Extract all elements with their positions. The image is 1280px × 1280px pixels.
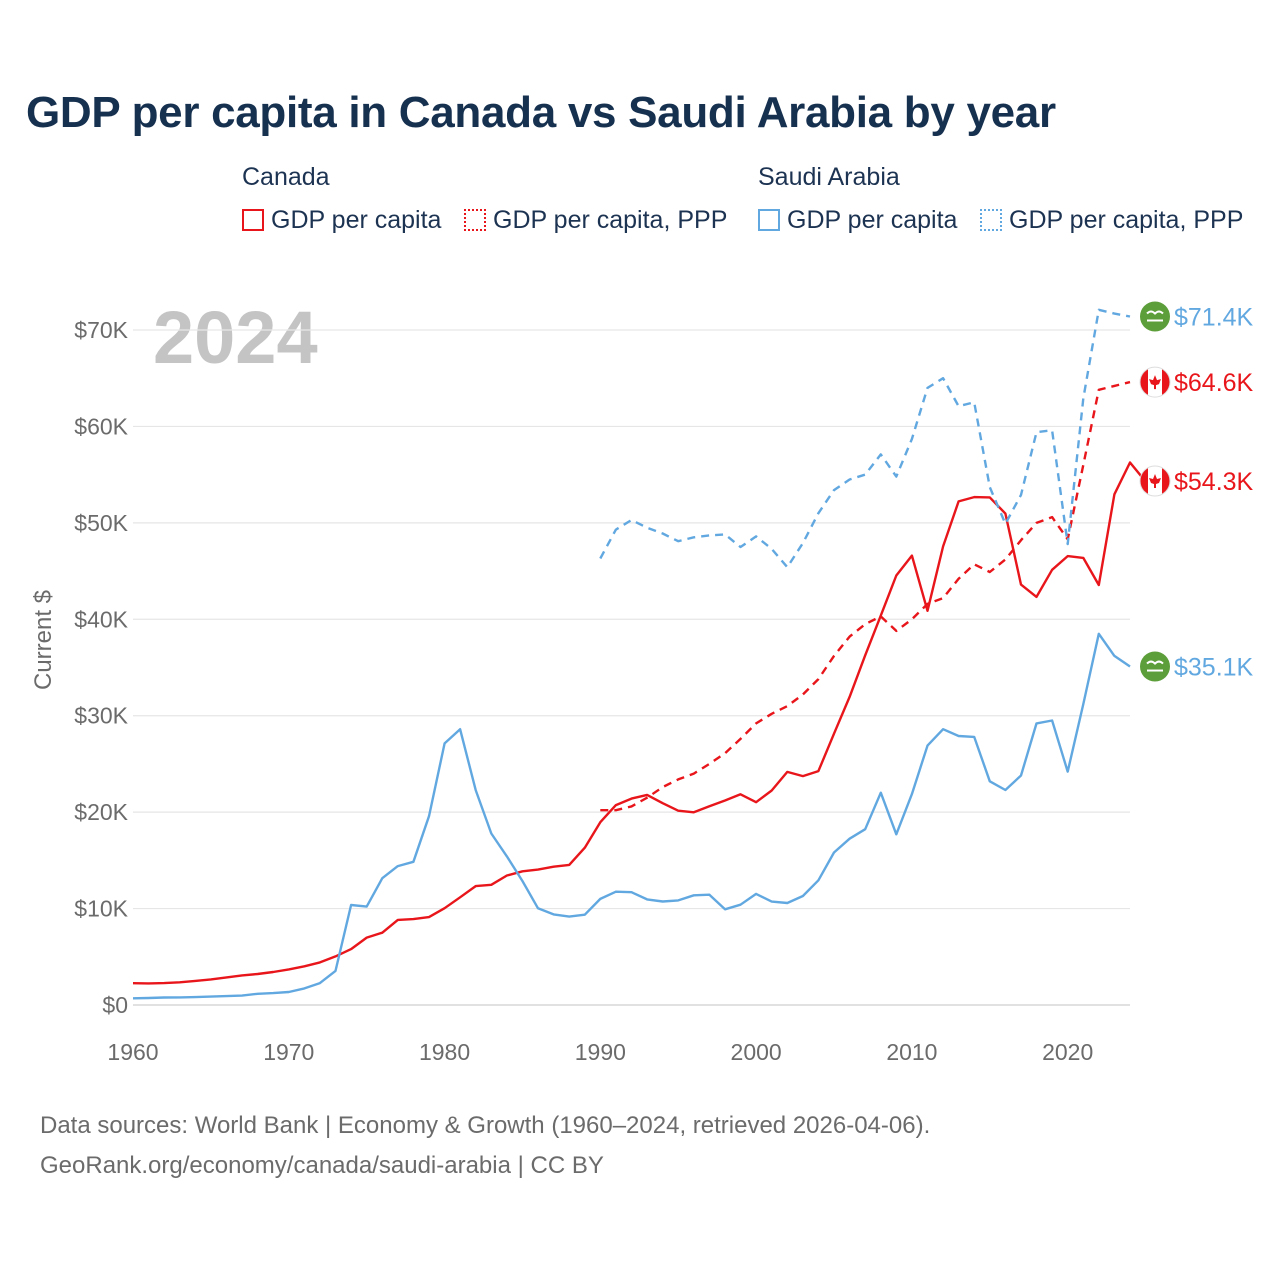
x-tick-label: 2010: [886, 1039, 937, 1065]
canada-flag-icon: [1139, 366, 1171, 398]
end-value-label: $54.3K: [1174, 468, 1254, 496]
series-line-canada-gdp-per-capita-ppp: [600, 380, 1131, 812]
x-tick-label: 1990: [575, 1039, 626, 1065]
legend-swatch-solid-blue: [758, 209, 780, 231]
canada-flag-icon: [1139, 465, 1171, 497]
saudi-flag-icon: [1140, 651, 1170, 682]
y-tick-label: $40K: [74, 606, 128, 632]
legend-label: GDP per capita: [787, 205, 958, 234]
x-tick-label: 1960: [107, 1039, 158, 1065]
y-tick-label: $0: [102, 992, 128, 1018]
x-tick-label: 1980: [419, 1039, 470, 1065]
legend-swatch-dotted-blue: [980, 209, 1002, 231]
legend-label: GDP per capita, PPP: [1009, 205, 1244, 234]
saudi-flag-icon: [1140, 301, 1170, 332]
data-source-note: Data sources: World Bank | Economy & Gro…: [40, 1106, 930, 1186]
x-tick-label: 1970: [263, 1039, 314, 1065]
year-watermark: 2024: [153, 296, 318, 379]
end-value-label: $35.1K: [1174, 654, 1254, 682]
y-tick-label: $50K: [74, 510, 128, 536]
x-tick-label: 2020: [1042, 1039, 1093, 1065]
legend-item-canada-gdp-ppp[interactable]: GDP per capita, PPP: [464, 205, 727, 235]
y-axis-label: Current $: [30, 590, 57, 690]
y-tick-label: $30K: [74, 703, 128, 729]
source-line-1: Data sources: World Bank | Economy & Gro…: [40, 1112, 931, 1139]
end-value-label: $71.4K: [1174, 304, 1254, 332]
legend-swatch-solid-red: [242, 209, 264, 231]
legend-group-saudi-arabia: Saudi Arabia: [758, 163, 900, 191]
legend-label: GDP per capita, PPP: [493, 205, 728, 234]
legend-label: GDP per capita: [271, 205, 442, 234]
legend-swatch-dotted-red: [464, 209, 486, 231]
y-tick-label: $70K: [74, 317, 128, 343]
y-tick-label: $10K: [74, 896, 128, 922]
chart-title: GDP per capita in Canada vs Saudi Arabia…: [26, 88, 1056, 137]
series-line-saudi-arabia-gdp-per-capita: [132, 632, 1131, 1000]
series-line-canada-gdp-per-capita: [132, 461, 1162, 985]
x-tick-label: 2000: [731, 1039, 782, 1065]
series-line-saudi-arabia-gdp-per-capita-ppp: [599, 308, 1131, 569]
legend-item-saudi-gdp[interactable]: GDP per capita: [758, 205, 957, 235]
y-tick-label: $60K: [74, 413, 128, 439]
end-value-label: $64.6K: [1174, 369, 1254, 397]
legend-group-canada: Canada: [242, 163, 330, 191]
legend-item-saudi-gdp-ppp[interactable]: GDP per capita, PPP: [980, 205, 1243, 235]
legend-item-canada-gdp[interactable]: GDP per capita: [242, 205, 441, 235]
y-tick-label: $20K: [74, 799, 128, 825]
source-line-2: GeoRank.org/economy/canada/saudi-arabia …: [40, 1152, 604, 1179]
